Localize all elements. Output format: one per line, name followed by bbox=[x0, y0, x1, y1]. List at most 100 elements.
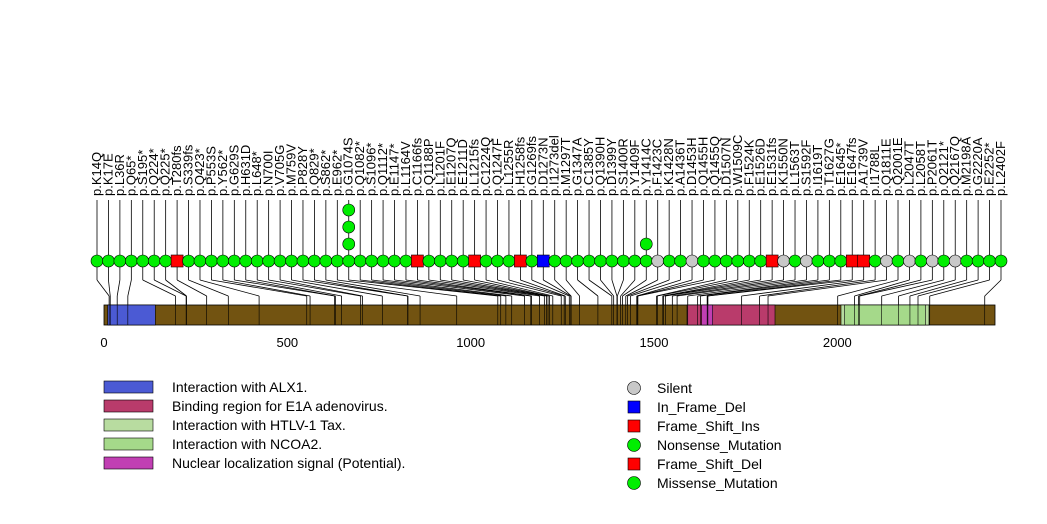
connector-diagonal bbox=[108, 279, 111, 297]
mutation-marker-missense-mutation bbox=[594, 254, 607, 268]
mutation-marker-missense-mutation bbox=[891, 254, 905, 268]
mutation-label: p.E1207Q bbox=[444, 137, 459, 196]
connector-diagonal bbox=[707, 279, 853, 297]
mutation-marker-silent bbox=[800, 254, 813, 268]
mutation-marker-frame-shift-del bbox=[170, 254, 184, 268]
mutation-label: p.Q65* bbox=[123, 156, 138, 196]
connector-diagonal bbox=[451, 279, 547, 297]
mutation-label: p.Q1811E bbox=[879, 138, 894, 196]
connector-diagonal bbox=[211, 279, 307, 297]
mutation-marker-missense-mutation bbox=[273, 254, 287, 268]
connector-diagonal bbox=[636, 279, 693, 297]
mutation-label: p.Y1409F bbox=[627, 140, 642, 196]
mutation-label: p.E1147* bbox=[387, 143, 402, 196]
mutation-marker-missense-mutation bbox=[342, 203, 356, 217]
mutation-label: p.H631D bbox=[238, 145, 253, 196]
mutation-marker-missense-mutation bbox=[559, 254, 573, 268]
connector-diagonal bbox=[325, 279, 421, 297]
connector-diagonal bbox=[665, 279, 773, 297]
mutation-label: p.E2252* bbox=[982, 143, 997, 197]
mutation-marker-missense-mutation bbox=[582, 254, 596, 268]
mutation-label: p.S862* bbox=[318, 150, 333, 196]
mutation-marker-nonsense-mutation bbox=[376, 254, 390, 268]
domain-legend-label: Binding region for E1A adenovirus. bbox=[172, 398, 388, 414]
mutation-label: p.Q225* bbox=[158, 148, 173, 196]
mutation-label: p.Q423* bbox=[192, 148, 207, 196]
mutation-marker-missense-mutation bbox=[811, 254, 825, 268]
type-legend-label: Nonsense_Mutation bbox=[657, 437, 782, 453]
mutation-label: p.L1255R bbox=[501, 140, 516, 196]
mutation-marker-missense-mutation bbox=[228, 254, 241, 268]
mutation-label: p.Q2001E bbox=[890, 137, 905, 196]
mutation-label: p.P2061T bbox=[924, 140, 939, 196]
domain-legend-swatch bbox=[103, 399, 154, 413]
connector-diagonal bbox=[687, 279, 807, 297]
type-legend-label: Frame_Shift_Ins bbox=[657, 418, 760, 434]
mutation-label: p.Q1082* bbox=[352, 141, 367, 196]
connector-diagonal bbox=[741, 279, 864, 297]
x-tick-label: 2000 bbox=[823, 335, 852, 350]
mutation-labels: p.K14Qp.K17Ep.L36Rp.Q65*p.S195*p.Q224*p.… bbox=[89, 135, 1008, 196]
connector-diagonal bbox=[440, 279, 545, 297]
connector-diagonal bbox=[257, 279, 342, 297]
type-legend-swatch bbox=[627, 476, 641, 490]
connector-diagonal bbox=[337, 279, 457, 297]
connector-diagonal bbox=[554, 279, 572, 297]
connector-diagonal bbox=[625, 279, 658, 297]
mutation-marker-missense-mutation bbox=[754, 254, 767, 268]
mutation-label: p.K1550N bbox=[776, 138, 791, 196]
mutation-marker-silent bbox=[948, 254, 962, 268]
domain-legend-swatch bbox=[103, 456, 154, 470]
type-legend-swatch bbox=[627, 400, 641, 414]
mutation-marker-missense-mutation bbox=[617, 254, 630, 268]
mutation-marker-nonsense-mutation bbox=[388, 254, 401, 268]
connector-diagonal bbox=[188, 279, 229, 297]
domain-legend-label: Interaction with ALX1. bbox=[172, 379, 307, 395]
mutation-label: p.E1526D bbox=[753, 138, 768, 196]
mutation-label: p.C1385Y bbox=[581, 138, 596, 196]
mutation-marker-missense-mutation bbox=[697, 254, 710, 268]
mutation-label: p.H1258fs bbox=[512, 136, 527, 196]
mutation-label: p.E962* bbox=[329, 150, 344, 196]
mutation-label: p.G1074S bbox=[341, 137, 356, 196]
mutation-label: p.T1627G bbox=[821, 138, 836, 196]
mutation-marker-missense-mutation bbox=[971, 254, 985, 268]
connector-diagonal bbox=[854, 279, 910, 297]
x-tick-label: 0 bbox=[100, 335, 107, 350]
type-legend-label: Missense_Mutation bbox=[657, 475, 778, 491]
mutation-marker-frame-shift-ins bbox=[514, 254, 527, 268]
connector-diagonal bbox=[929, 279, 990, 297]
connector-diagonal bbox=[520, 279, 566, 297]
mutation-marker-missense-mutation bbox=[823, 254, 836, 268]
mutation-label: p.L648* bbox=[249, 151, 264, 196]
connector-diagonal bbox=[222, 279, 311, 297]
mutation-marker-silent bbox=[685, 254, 699, 268]
connector-diagonal bbox=[611, 279, 618, 297]
mutation-marker-missense-mutation bbox=[296, 254, 310, 268]
mutation-label: p.K14Q bbox=[89, 152, 104, 196]
connector-diagonal bbox=[474, 279, 550, 297]
connector-diagonal bbox=[657, 279, 738, 297]
domain-legend-label: Nuclear localization signal (Potential). bbox=[172, 455, 405, 471]
connector-diagonal bbox=[577, 279, 599, 297]
mutation-marker-missense-mutation bbox=[433, 254, 447, 268]
mutation-marker-missense-mutation bbox=[731, 254, 745, 268]
mutation-label: p.M1297T bbox=[558, 137, 573, 196]
domain-legend-label: Interaction with HTLV-1 Tax. bbox=[172, 417, 346, 433]
mutation-label: p.G1347A bbox=[570, 137, 585, 196]
mutation-label: p.Q1188P bbox=[421, 138, 436, 196]
connector-diagonal bbox=[497, 279, 562, 297]
connector-diagonal bbox=[142, 279, 176, 297]
x-tick-label: 1000 bbox=[456, 335, 485, 350]
mutation-marker-missense-mutation bbox=[742, 254, 756, 268]
mutation-label: p.L1201F bbox=[432, 141, 447, 196]
mutation-label: p.F1524K bbox=[741, 139, 756, 196]
mutation-label: p.Q1455H bbox=[695, 137, 710, 196]
mutation-stems bbox=[96, 200, 1002, 280]
connector-diagonal bbox=[984, 279, 1002, 297]
mutation-marker-silent bbox=[777, 254, 790, 268]
connector-diagonal bbox=[565, 279, 580, 297]
connector-diagonal bbox=[165, 279, 187, 297]
mutation-label: p.C1224Q bbox=[478, 137, 493, 196]
mutation-marker-missense-mutation bbox=[205, 254, 218, 268]
